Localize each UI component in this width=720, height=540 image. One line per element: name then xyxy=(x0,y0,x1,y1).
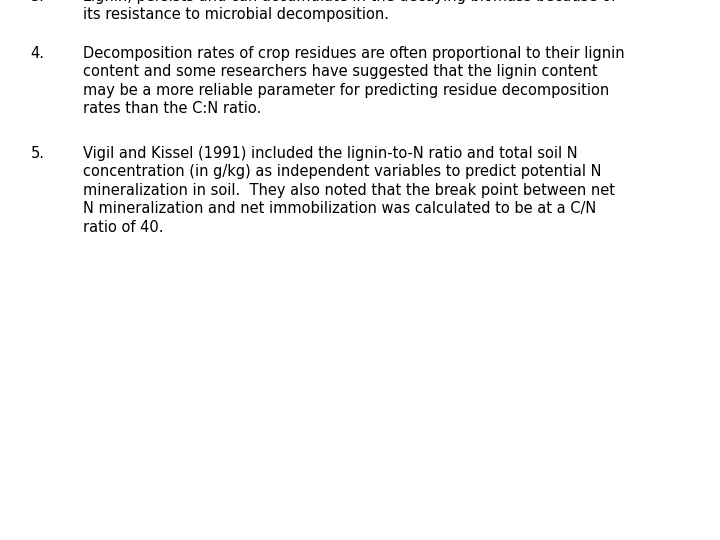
Text: 5.: 5. xyxy=(30,146,45,160)
Text: 4.: 4. xyxy=(30,45,45,60)
Text: Decomposition rates of crop residues are often proportional to their lignin
cont: Decomposition rates of crop residues are… xyxy=(84,45,625,116)
Text: 3.: 3. xyxy=(30,0,45,4)
Text: Lignin, persists and can accumulate in the decaying biomass because of
its resis: Lignin, persists and can accumulate in t… xyxy=(84,0,616,22)
Text: Vigil and Kissel (1991) included the lignin-to-N ratio and total soil N
concentr: Vigil and Kissel (1991) included the lig… xyxy=(84,146,616,235)
